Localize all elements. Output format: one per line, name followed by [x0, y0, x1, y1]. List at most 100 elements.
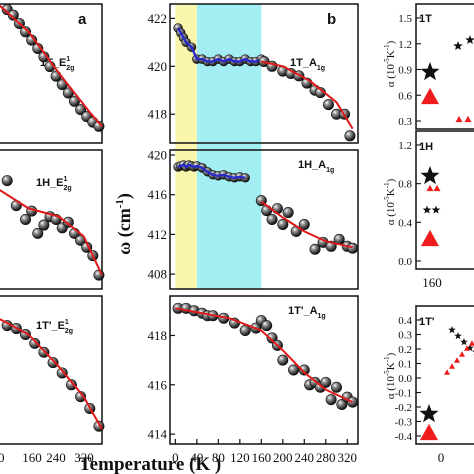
mid-p2-red-fit	[260, 200, 353, 249]
star-marker	[431, 205, 441, 214]
triangle-marker	[449, 363, 455, 369]
left-p3-data-point	[56, 367, 68, 379]
right-p3-y-tick-label: -0.4	[395, 431, 413, 443]
left-x-tick-320: 320	[74, 450, 94, 465]
mid-p3-data-point	[347, 396, 359, 408]
mid-p2-y-tick-label: 416	[148, 187, 168, 202]
left-p2-data-point	[38, 219, 50, 231]
mid-p1-red-fit	[261, 60, 354, 130]
middle-panel-1-title: 1T_A1g	[290, 57, 325, 72]
left-p2-data-point	[1, 175, 13, 187]
mid-p3-data-point	[331, 381, 343, 393]
mid-p1-y-tick-label: 418	[148, 107, 168, 122]
triangle-marker	[459, 351, 465, 357]
mid-x-tick-label: 40	[190, 450, 203, 465]
mid-p3-y-tick-label: 416	[148, 377, 168, 392]
right-x-tick-160: 160	[422, 275, 442, 290]
panel-letter-a: a	[78, 11, 87, 28]
middle-column: b 1T_A1g 1H_A1g 1T'_A1g 4184204224084124…	[114, 3, 359, 465]
left-panel-3-frame	[0, 295, 103, 445]
large-triangle-marker	[420, 423, 438, 441]
star-marker	[460, 338, 468, 346]
right-p3-y-tick-label: 0.1	[398, 359, 412, 371]
mid-p3-y-tick-label: 414	[148, 427, 168, 442]
left-p2-data-point	[32, 227, 44, 239]
mid-p3-data-point	[320, 376, 332, 388]
left-p1-data-point	[93, 120, 105, 132]
triangle-marker	[426, 184, 434, 192]
star-marker	[453, 41, 463, 50]
mid-p2-y-tick-label: 408	[148, 267, 168, 282]
right-x-tick-0: 0	[438, 450, 445, 465]
left-p1-data-point	[75, 104, 87, 116]
right-column-markers	[419, 35, 474, 441]
left-panel-2-frame	[0, 149, 103, 290]
large-star-marker	[420, 166, 440, 185]
right-p3-y-tick-label: 0.2	[398, 344, 412, 356]
mid-p1-y-tick-label: 422	[148, 11, 168, 26]
mid-x-tick-label: 80	[212, 450, 225, 465]
star-marker	[422, 205, 432, 214]
middle-panel-3-frame	[169, 295, 359, 445]
left-p1-data-point	[20, 26, 32, 38]
triangle-marker	[433, 184, 441, 192]
left-p2-data-point	[93, 269, 105, 281]
left-p3-data-point	[47, 357, 59, 369]
star-marker	[454, 332, 462, 340]
right-column-ticks: 1.5 1.2 0.9 0.6 0.3 1.2 0.8 0.4 0.0 0.4 0.3 0.2 0.1 0…	[395, 13, 421, 443]
middle-panel-1-frame	[169, 3, 359, 144]
left-x-tick-160: 160	[22, 450, 42, 465]
mid-p2-data-point	[271, 203, 283, 215]
mid-p2-blue-fit	[177, 163, 246, 180]
triangle-marker	[455, 115, 463, 123]
left-p3-data-point	[29, 337, 41, 349]
right-p1-y-tick-label: 0.3	[398, 116, 412, 128]
right-panel-2-title: 1H	[419, 141, 433, 153]
right-panel-1-frame	[415, 3, 474, 130]
right-p3-y-tick-label: -0.2	[395, 402, 412, 414]
mid-p2-data-point	[347, 242, 359, 254]
mid-p1-blue-fit	[177, 27, 262, 63]
middle-panel-2-title: 1H_A1g	[298, 159, 334, 174]
mid-x-tick-label: 240	[295, 450, 315, 465]
temperature-bands	[175, 4, 262, 289]
mid-p3-data-point	[288, 364, 300, 376]
right-p1-y-tick-label: 0.9	[398, 65, 412, 77]
right-p3-y-tick-label: 0.4	[398, 315, 412, 327]
right-p3-y-tick-label: -0.1	[395, 388, 412, 400]
right-panel-3-frame	[415, 305, 474, 445]
mid-x-tick-label: 320	[338, 450, 358, 465]
x-axis-label: Temperature (K )	[79, 454, 221, 474]
right-panel-3-title: 1T'	[419, 316, 435, 328]
mid-p3-data-point	[261, 320, 273, 332]
triangle-marker	[464, 115, 472, 123]
left-p3-data-point	[65, 379, 77, 391]
left-p2-data-point	[20, 214, 32, 226]
mid-p1-y-tick-label: 420	[148, 59, 168, 74]
large-star-marker	[419, 404, 439, 423]
mid-p1-data-point	[322, 99, 334, 111]
large-triangle-marker	[421, 229, 439, 247]
right-p2-y-tick-label: 0.0	[398, 256, 412, 268]
panel-letter-b: b	[327, 11, 336, 28]
left-panel-1-frame	[0, 3, 103, 144]
triangle-marker	[454, 357, 460, 363]
right-p2-y-tick-label: 0.4	[398, 217, 412, 229]
right-p3-y-tick-label: 0.0	[398, 373, 412, 385]
triangle-marker	[464, 345, 470, 351]
left-panel-3-title: 1T'_E1 2g	[36, 319, 73, 335]
mid-x-tick-label: 120	[230, 450, 250, 465]
right-panel-2-frame	[415, 130, 474, 270]
mid-x-tick-label: 0	[172, 450, 179, 465]
right-p1-y-tick-label: 1.2	[398, 39, 412, 51]
right-p1-y-tick-label: 0.6	[398, 90, 412, 102]
right-p2-y-tick-label: 0.8	[398, 179, 412, 191]
mid-p2-data-point	[282, 207, 294, 219]
mid-p3-y-tick-label: 418	[148, 328, 168, 343]
mid-p2-data-point	[266, 214, 278, 226]
star-marker	[465, 35, 474, 44]
mid-p3-red-fit	[175, 307, 354, 404]
middle-column-data: 418 420 422 408 412 416 420 414 416 418 0 40 80 120 16…	[148, 11, 359, 465]
mid-p2-y-tick-label: 412	[148, 227, 168, 242]
mid-p3-data-point	[266, 332, 278, 344]
